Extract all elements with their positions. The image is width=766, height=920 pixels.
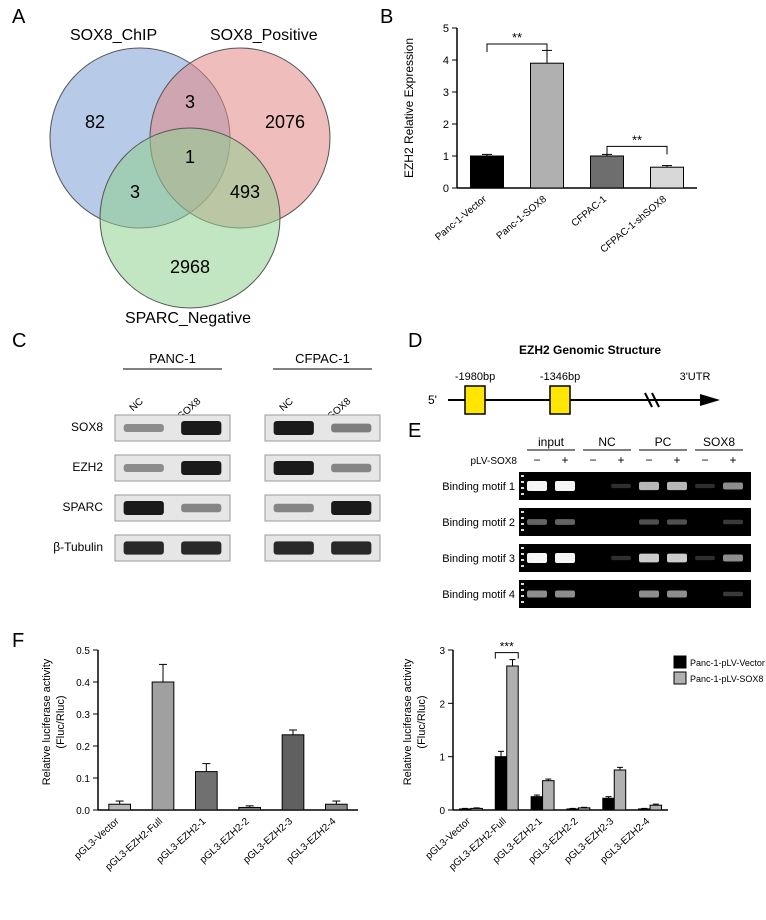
western-blot: PANC-1NCplv-SOX8CFPAC-1NCshSOX8SOX8EZH2S… [30, 345, 400, 625]
svg-text:Binding motif 3: Binding motif 3 [442, 553, 515, 565]
svg-text:82: 82 [85, 112, 105, 132]
svg-text:pLV-SOX8: pLV-SOX8 [470, 456, 517, 467]
svg-text:1: 1 [439, 753, 445, 764]
svg-text:0.2: 0.2 [76, 742, 90, 753]
svg-text:NC: NC [128, 396, 146, 414]
svg-text:EZH2: EZH2 [72, 460, 103, 474]
chip-gel-image: input NC PC SOX8 pLV-SOX8 − + − + − + − + Binding mot… [415, 432, 760, 632]
svg-text:0.4: 0.4 [76, 678, 90, 689]
svg-text:**: ** [632, 132, 642, 147]
svg-text:input: input [538, 435, 565, 449]
svg-text:2: 2 [439, 699, 445, 710]
panel-c-label: C [12, 330, 26, 353]
svg-text:1: 1 [443, 151, 449, 163]
svg-text:2076: 2076 [265, 112, 305, 132]
svg-text:−: − [533, 453, 540, 467]
svg-text:SPARC: SPARC [63, 500, 104, 514]
svg-text:2968: 2968 [170, 257, 210, 277]
svg-text:0.5: 0.5 [76, 646, 90, 657]
luciferase-chart-right: 0 1 2 3 Relative luciferase activity(Fluc/Rl… [395, 640, 765, 920]
svg-text:0: 0 [443, 183, 449, 195]
svg-text:−: − [645, 453, 652, 467]
bar-chart-ezh2-expression: 0 1 2 3 4 5 EZH2 Relative Expression Panc-1-Vec… [395, 18, 765, 308]
svg-text:3: 3 [443, 87, 449, 99]
svg-text:SPARC_Negative: SPARC_Negative [125, 310, 251, 327]
svg-text:+: + [617, 453, 624, 467]
svg-text:EZH2 Genomic Structure: EZH2 Genomic Structure [519, 343, 661, 357]
panel-b-label: B [380, 6, 393, 29]
svg-text:NC: NC [598, 435, 616, 449]
svg-text:PANC-1: PANC-1 [149, 351, 196, 366]
svg-text:SOX8: SOX8 [703, 435, 735, 449]
svg-text:PC: PC [655, 435, 672, 449]
svg-text:**: ** [512, 30, 522, 45]
svg-text:Relative luciferase activity: Relative luciferase activity [41, 658, 53, 785]
svg-text:5: 5 [443, 23, 449, 35]
svg-text:Binding motif 4: Binding motif 4 [442, 589, 515, 601]
svg-text:Panc-1-pLV-Vector: Panc-1-pLV-Vector [690, 658, 765, 668]
svg-text:CFPAC-1: CFPAC-1 [295, 351, 350, 366]
svg-text:β-Tubulin: β-Tubulin [53, 540, 103, 554]
svg-text:+: + [561, 453, 568, 467]
svg-text:0: 0 [439, 806, 445, 817]
luciferase-chart-left: 0.0 0.1 0.2 0.3 0.4 0.5 Relative luciferase ac… [30, 640, 400, 920]
svg-text:CFPAC-1-shSOX8: CFPAC-1-shSOX8 [599, 194, 670, 256]
svg-text:***: *** [500, 640, 514, 654]
svg-text:4: 4 [443, 55, 449, 67]
svg-text:0.3: 0.3 [76, 710, 90, 721]
genomic-structure-diagram: EZH2 Genomic Structure 5' -1980bp -1346bp 3'… [420, 340, 760, 430]
venn-diagram: SOX8_ChIP SOX8_Positive 82 2076 2968 3 3 493 1 SP… [20, 18, 380, 338]
svg-text:Panc-1-Vector: Panc-1-Vector [433, 193, 489, 243]
svg-text:2: 2 [443, 119, 449, 131]
svg-text:1: 1 [185, 147, 195, 167]
svg-text:SOX8_ChIP: SOX8_ChIP [70, 27, 157, 44]
svg-text:3: 3 [439, 646, 445, 657]
svg-text:SOX8: SOX8 [71, 420, 103, 434]
svg-text:3'UTR: 3'UTR [680, 371, 711, 383]
svg-text:-1346bp: -1346bp [540, 371, 580, 383]
svg-text:−: − [701, 453, 708, 467]
svg-text:-1980bp: -1980bp [455, 371, 495, 383]
panel-f-label: F [12, 630, 24, 653]
svg-text:+: + [673, 453, 680, 467]
svg-text:(Fluc/Rluc): (Fluc/Rluc) [55, 695, 67, 748]
svg-text:493: 493 [230, 182, 260, 202]
svg-text:+: + [729, 453, 736, 467]
svg-text:3: 3 [185, 92, 195, 112]
svg-text:CFPAC-1: CFPAC-1 [570, 194, 610, 230]
svg-text:3: 3 [130, 182, 140, 202]
svg-text:0.0: 0.0 [76, 806, 90, 817]
svg-text:Panc-1-pLV-SOX8: Panc-1-pLV-SOX8 [690, 674, 763, 684]
svg-text:Relative luciferase activity: Relative luciferase activity [402, 658, 414, 785]
svg-text:(Fluc/Rluc): (Fluc/Rluc) [416, 695, 428, 748]
svg-text:Panc-1-SOX8: Panc-1-SOX8 [495, 194, 550, 242]
svg-text:Binding motif 2: Binding motif 2 [442, 517, 515, 529]
svg-text:−: − [589, 453, 596, 467]
svg-text:EZH2 Relative Expression: EZH2 Relative Expression [402, 38, 416, 178]
svg-text:5': 5' [428, 393, 437, 407]
svg-text:SOX8_Positive: SOX8_Positive [210, 27, 318, 44]
svg-text:NC: NC [278, 396, 296, 414]
svg-text:0.1: 0.1 [76, 774, 90, 785]
svg-text:Binding motif 1: Binding motif 1 [442, 481, 515, 493]
